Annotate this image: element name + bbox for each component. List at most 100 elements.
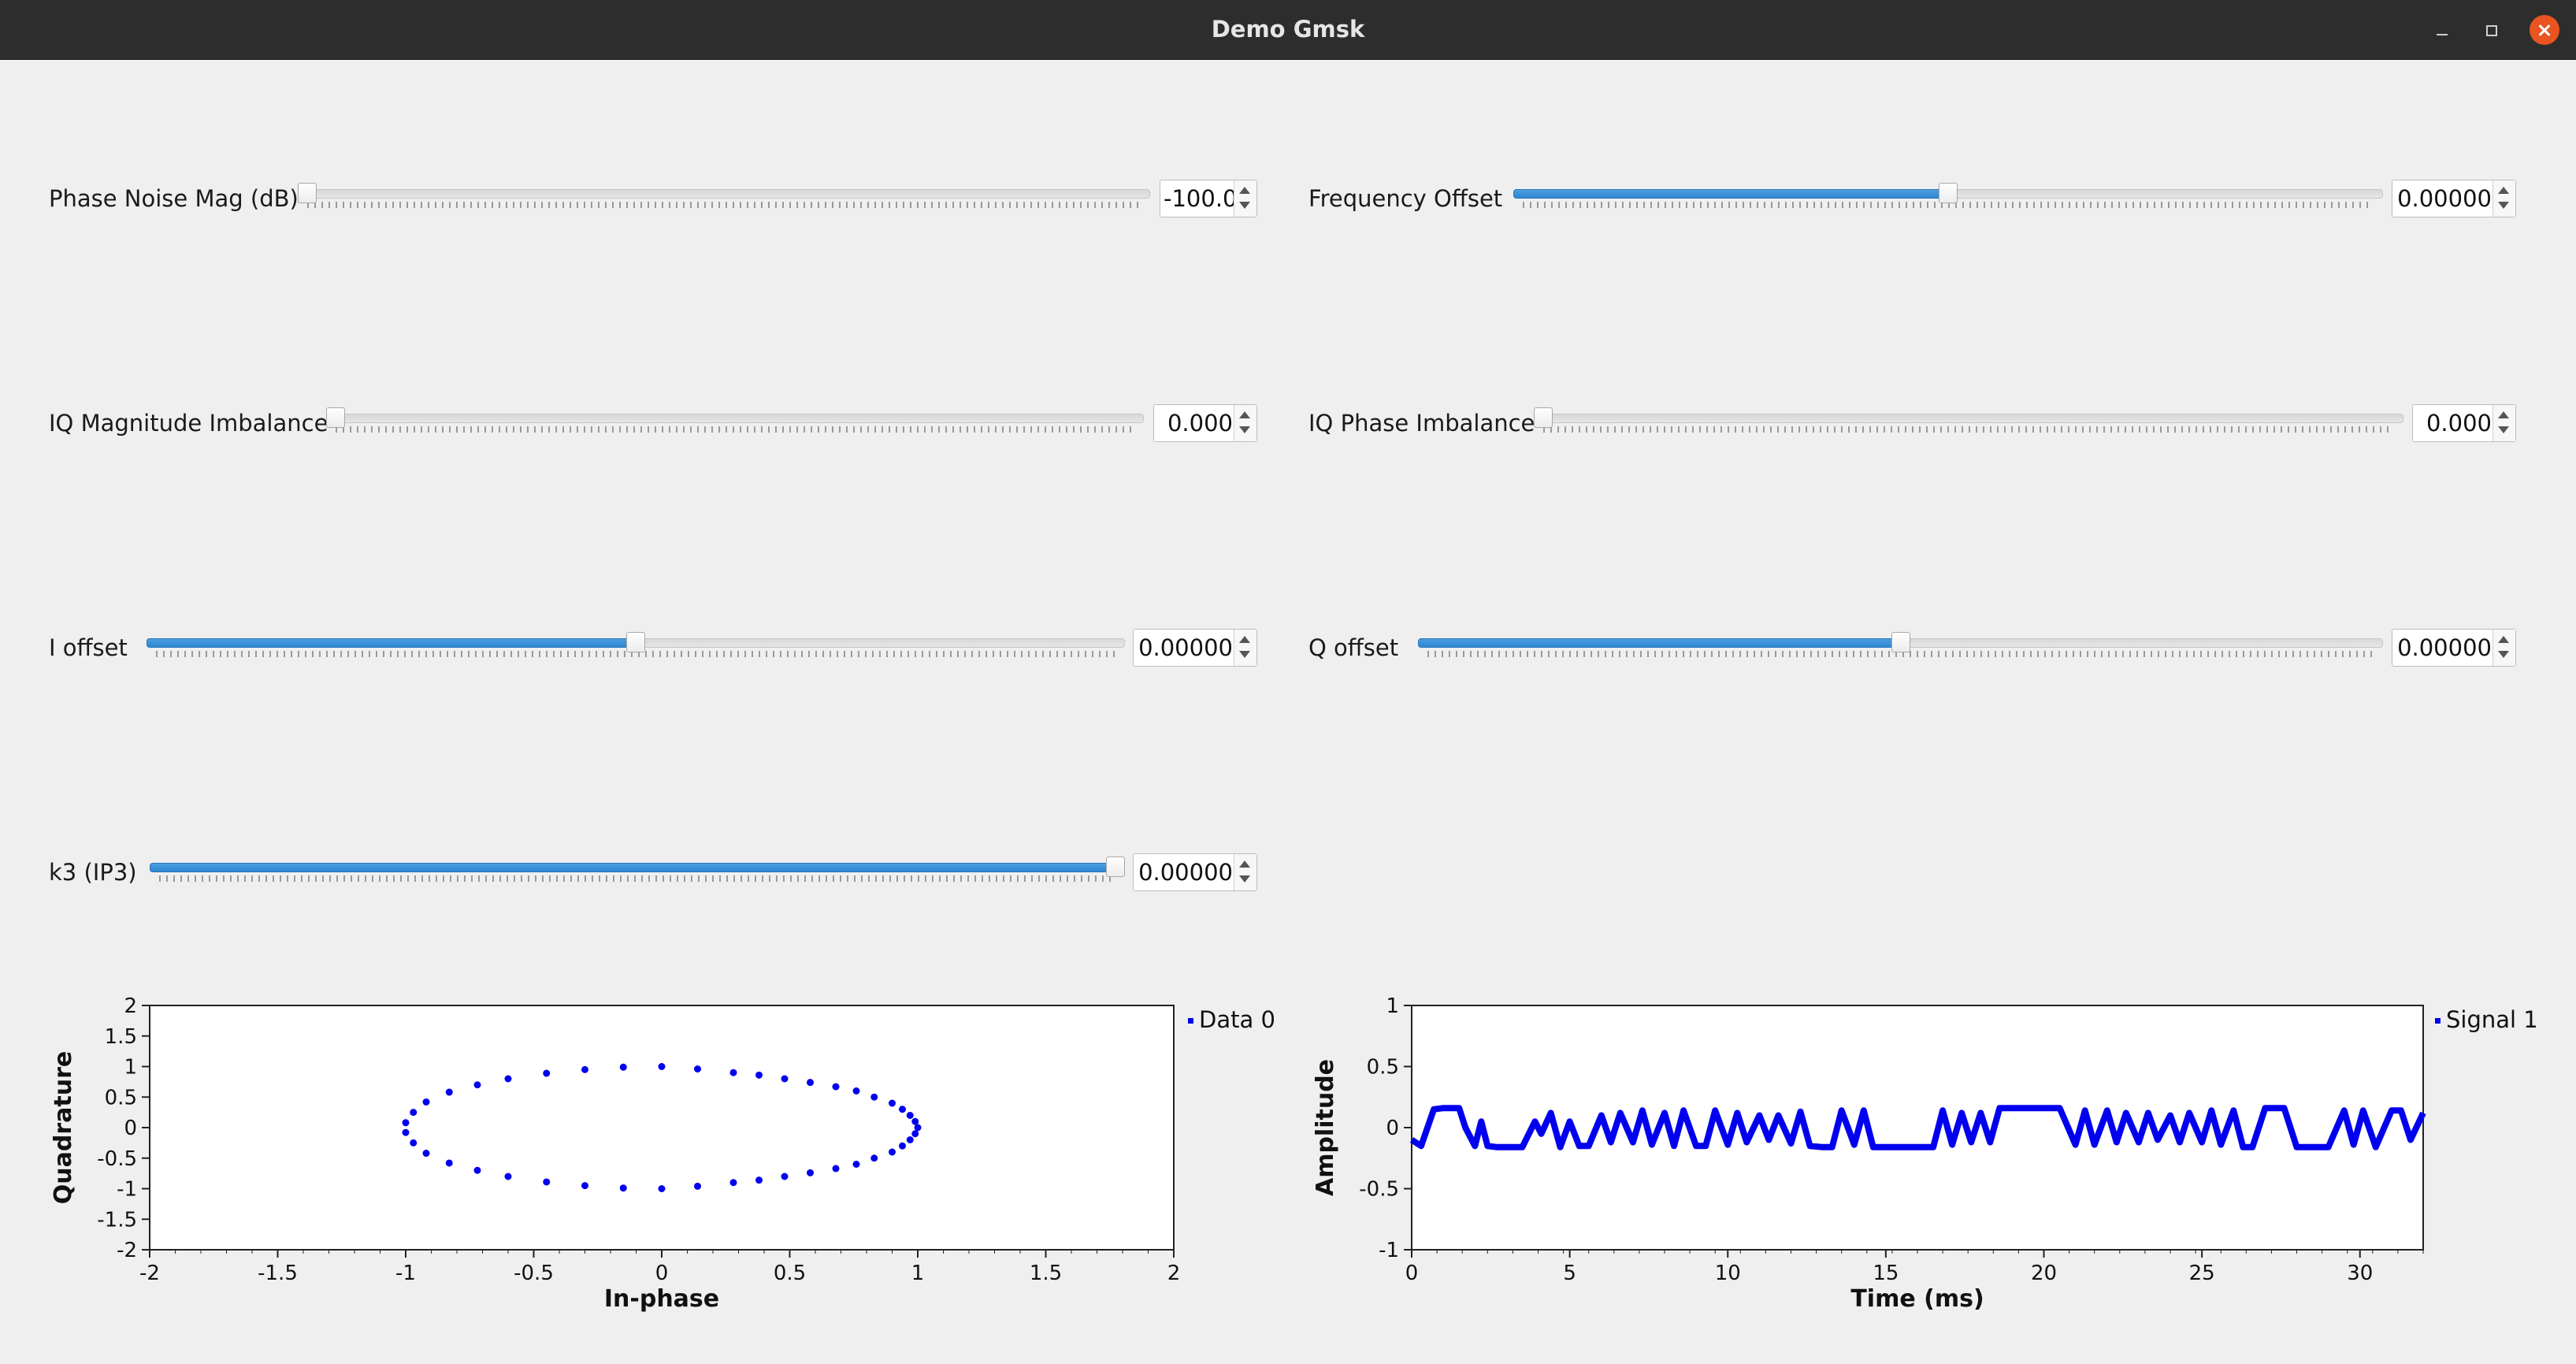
phase-noise-spinbox[interactable]: -100.0 [1160,180,1257,217]
time-plot[interactable]: 0 5 10 15 20 25 30 1 0.5 0 -0.5 -1 Time (ms) Amplitud… [1276,977,2576,1364]
q-offset-slider[interactable] [1418,629,2383,665]
data-point [504,1075,512,1083]
i-offset-label: I offset [49,634,128,661]
minimize-icon[interactable] [2427,15,2457,45]
data-point [832,1083,840,1091]
data-point [899,1142,906,1150]
slider-handle[interactable] [1891,632,1910,652]
constellation-chart[interactable]: -2 -1.5 -1 -0.5 0 0.5 1 1.5 2 2 1.5 1 0.5 0 -0.5 -1 -1.5… [0,977,1276,1364]
slider-groove [1534,414,2403,423]
data-point [870,1093,878,1101]
arrow-down-icon[interactable] [1239,202,1250,209]
spinbox-value[interactable]: 0.000 [1167,410,1233,437]
y-tick-label: -0.5 [1359,1178,1399,1202]
spinbox-arrows[interactable] [1234,180,1256,217]
i-offset-slider[interactable] [147,629,1125,665]
iq-magnitude-imbalance-slider[interactable] [326,404,1144,440]
spinbox-value[interactable]: 0.00000 [1138,859,1233,886]
arrow-up-icon[interactable] [2498,636,2509,643]
k3-slider[interactable] [150,853,1125,890]
iq-phase-imbalance-slider[interactable] [1534,404,2403,440]
x-tick-label: 10 [1715,1262,1741,1285]
frequency-offset-spinbox[interactable]: 0.00000 [2392,180,2516,217]
y-tick-label: 0 [124,1117,137,1140]
time-chart[interactable]: 0 5 10 15 20 25 30 1 0.5 0 -0.5 -1 Time (ms) Amplitud… [1276,977,2576,1364]
arrow-down-icon[interactable] [1239,426,1250,433]
data-point [911,1130,919,1138]
slider-groove [326,414,1144,423]
frequency-offset-slider[interactable] [1513,180,2383,216]
arrow-up-icon[interactable] [1239,187,1250,194]
arrow-up-icon[interactable] [1239,636,1250,643]
arrow-down-icon[interactable] [2498,651,2509,658]
i-offset-spinbox[interactable]: 0.00000 [1133,629,1257,667]
arrow-down-icon[interactable] [1239,875,1250,883]
data-point [899,1106,906,1113]
arrow-down-icon[interactable] [2498,426,2509,433]
x-tick-label: 25 [2189,1262,2215,1285]
slider-handle[interactable] [1534,407,1553,428]
y-tick-label: 2 [124,994,137,1018]
x-tick-label: 0 [1405,1262,1419,1285]
spinbox-value[interactable]: 0.00000 [2397,185,2492,212]
data-point [410,1139,418,1147]
iq-phase-imbalance-spinbox[interactable]: 0.000 [2412,404,2516,442]
legend-marker [2435,1018,2441,1024]
maximize-icon[interactable] [2476,15,2506,45]
slider-ticks [1427,651,2374,657]
arrow-up-icon[interactable] [1239,860,1250,868]
constellation-plot[interactable]: -2 -1.5 -1 -0.5 0 0.5 1 1.5 2 2 1.5 1 0.5 0 -0.5 -1 -1.5… [0,977,1276,1364]
data-point [781,1173,789,1180]
iq-magnitude-imbalance-spinbox[interactable]: 0.000 [1153,404,1257,442]
slider-groove [298,189,1150,199]
data-point [543,1069,551,1077]
slider-fill [1513,189,1950,199]
arrow-down-icon[interactable] [2498,202,2509,209]
y-tick-label: 0 [1386,1117,1399,1140]
data-point [911,1117,919,1125]
data-point [410,1109,418,1117]
spinbox-arrows[interactable] [1234,630,1256,666]
slider-ticks [336,426,1134,433]
y-tick-label: -1 [117,1178,137,1202]
data-point [870,1154,878,1162]
data-point [852,1087,860,1095]
data-point [619,1184,627,1192]
close-icon[interactable] [2530,15,2559,45]
series-line [1409,1105,2426,1150]
slider-handle[interactable] [326,407,345,428]
iq-phase-imbalance-label: IQ Phase Imbalance [1308,410,1535,437]
spinbox-arrows[interactable] [1234,854,1256,890]
slider-handle[interactable] [626,632,645,652]
data-point [755,1176,763,1184]
data-point [852,1161,860,1168]
data-point [402,1119,410,1127]
arrow-up-icon[interactable] [1239,411,1250,418]
data-point [729,1069,737,1076]
x-tick-label: 1.5 [1030,1262,1062,1285]
k3-spinbox[interactable]: 0.00000 [1133,853,1257,891]
slider-ticks [156,651,1115,657]
arrow-up-icon[interactable] [2498,187,2509,194]
slider-handle[interactable] [298,183,317,203]
data-point [807,1079,814,1087]
spinbox-arrows[interactable] [2492,630,2515,666]
arrow-down-icon[interactable] [1239,651,1250,658]
slider-handle[interactable] [1939,183,1958,203]
slider-handle[interactable] [1106,857,1125,877]
spinbox-value[interactable]: -100.0 [1164,185,1238,212]
data-point [422,1098,430,1106]
phase-noise-slider[interactable] [298,180,1150,216]
arrow-up-icon[interactable] [2498,411,2509,418]
q-offset-spinbox[interactable]: 0.00000 [2392,629,2516,667]
x-tick-label: 0 [655,1262,669,1285]
spinbox-arrows[interactable] [1234,405,1256,441]
spinbox-arrows[interactable] [2492,180,2515,217]
x-tick-label: -1 [395,1262,416,1285]
x-tick-label: 5 [1563,1262,1576,1285]
spinbox-value[interactable]: 0.00000 [2397,634,2492,661]
spinbox-arrows[interactable] [2492,405,2515,441]
spinbox-value[interactable]: 0.00000 [1138,634,1233,661]
spinbox-value[interactable]: 0.000 [2426,410,2492,437]
title-bar: Demo Gmsk [0,0,2576,60]
